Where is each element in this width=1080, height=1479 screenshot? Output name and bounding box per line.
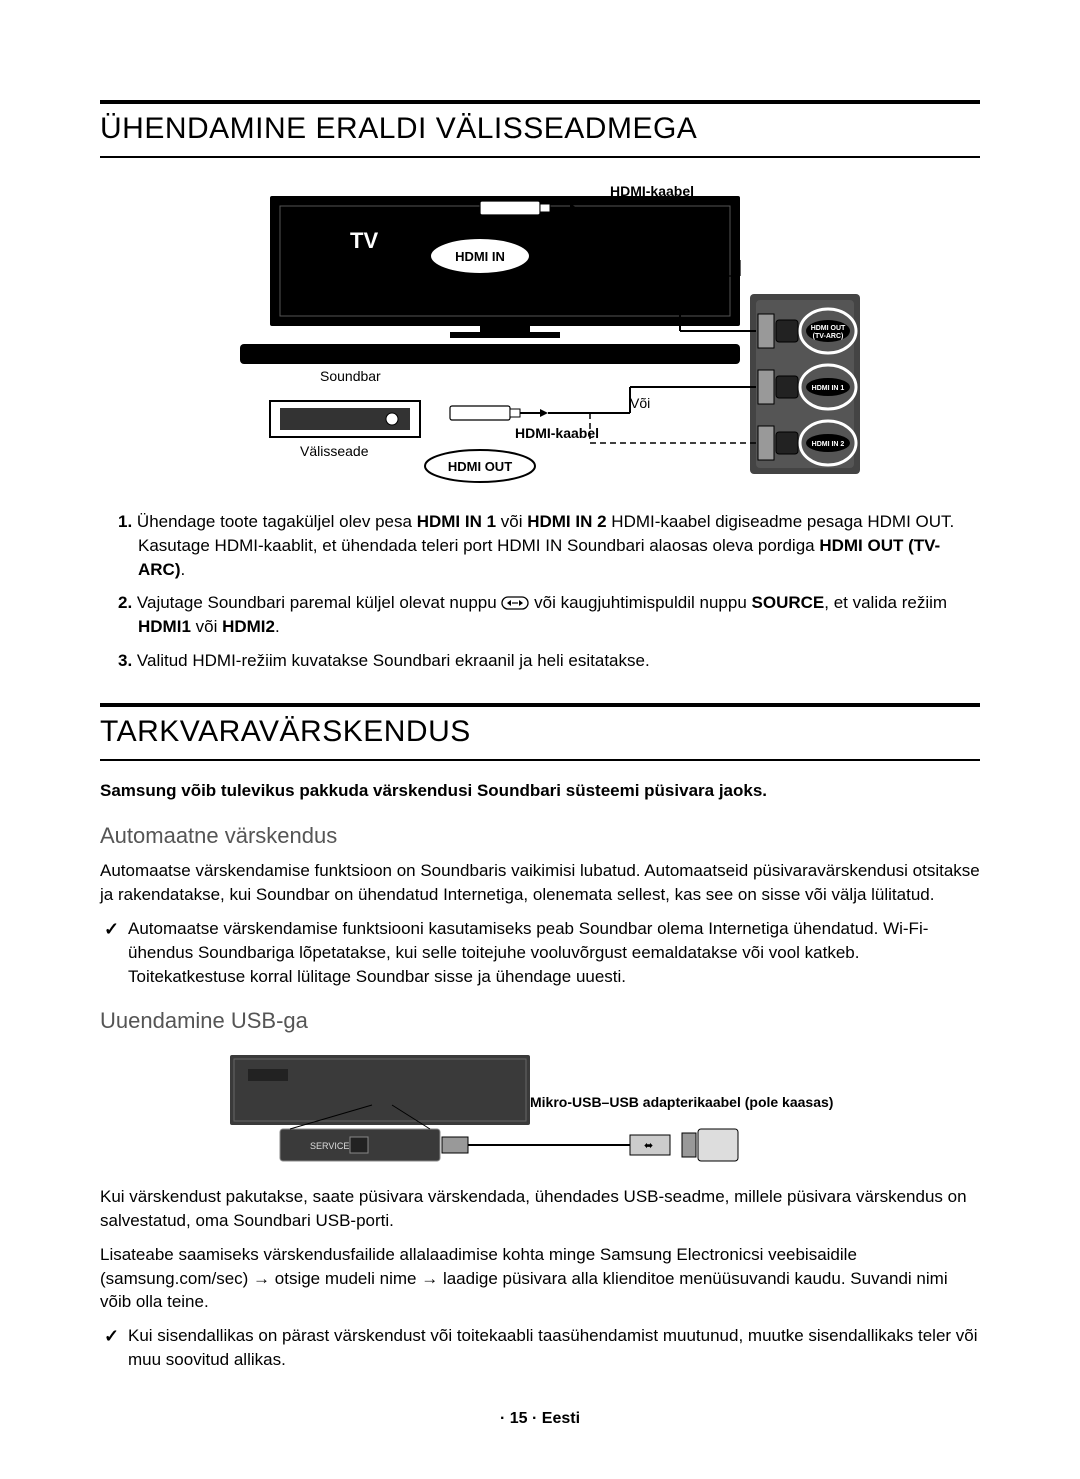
service-port-label: SERVICE xyxy=(310,1141,349,1151)
section1-title: ÜHENDAMINE ERALDI VÄLISSEADMEGA xyxy=(100,100,980,158)
auto-update-note: Automaatse värskendamise funktsiooni kas… xyxy=(100,917,980,988)
usb-cable-label: Mikro-USB–USB adapterikaabel (pole kaasa… xyxy=(530,1094,833,1110)
svg-text:HDMI IN 1: HDMI IN 1 xyxy=(812,385,845,392)
soundbar-bottom-label-2: külg xyxy=(650,241,676,257)
connection-steps: 1. Ühendage toote tagaküljel olev pesa H… xyxy=(100,510,980,673)
section2-title: TARKVARAVÄRSKENDUS xyxy=(100,703,980,761)
usb-update-note: Kui sisendallikas on pärast värskendust … xyxy=(100,1324,980,1372)
tv-label: TV xyxy=(350,228,378,253)
page-footer: · 15 · Eesti xyxy=(100,1408,980,1430)
step-3: 3. Valitud HDMI-režiim kuvatakse Soundba… xyxy=(118,649,980,673)
auto-update-heading: Automaatne värskendus xyxy=(100,821,980,852)
soundbar-label: Soundbar xyxy=(320,368,381,384)
svg-text:HDMI IN 2: HDMI IN 2 xyxy=(812,441,845,448)
soundbar-bottom-label-1: Soundbari alumine xyxy=(610,223,727,239)
external-device-label: Välisseade xyxy=(300,443,369,459)
or-label: Või xyxy=(630,395,650,411)
usb-diagram: SERVICE Mikro-USB–USB adapterikaabel (po… xyxy=(100,1047,980,1167)
source-button-icon xyxy=(501,596,529,610)
svg-text:⬌: ⬌ xyxy=(644,1140,653,1152)
svg-text:HDMI OUT: HDMI OUT xyxy=(811,325,846,332)
firmware-intro: Samsung võib tulevikus pakkuda värskendu… xyxy=(100,779,980,803)
svg-text:(TV-ARC): (TV-ARC) xyxy=(813,333,844,340)
step-2: 2. Vajutage Soundbari paremal küljel ole… xyxy=(118,591,980,639)
connection-diagram: TV HDMI-kaabel HDMI IN Soundbari alumine… xyxy=(100,176,980,486)
usb-update-p2: Lisateabe saamiseks värskendusfailide al… xyxy=(100,1243,980,1314)
usb-update-p1: Kui värskendust pakutakse, saate püsivar… xyxy=(100,1185,980,1233)
hdmi-out-pill: HDMI OUT xyxy=(448,459,512,474)
hdmi-in-pill: HDMI IN xyxy=(455,249,505,264)
hdmi-cable-top-label: HDMI-kaabel xyxy=(610,183,694,199)
usb-update-heading: Uuendamine USB-ga xyxy=(100,1006,980,1037)
auto-update-p1: Automaatse värskendamise funktsioon on S… xyxy=(100,859,980,907)
hdmi-cable-bottom-label: HDMI-kaabel xyxy=(515,425,599,441)
step-1: 1. Ühendage toote tagaküljel olev pesa H… xyxy=(118,510,980,581)
